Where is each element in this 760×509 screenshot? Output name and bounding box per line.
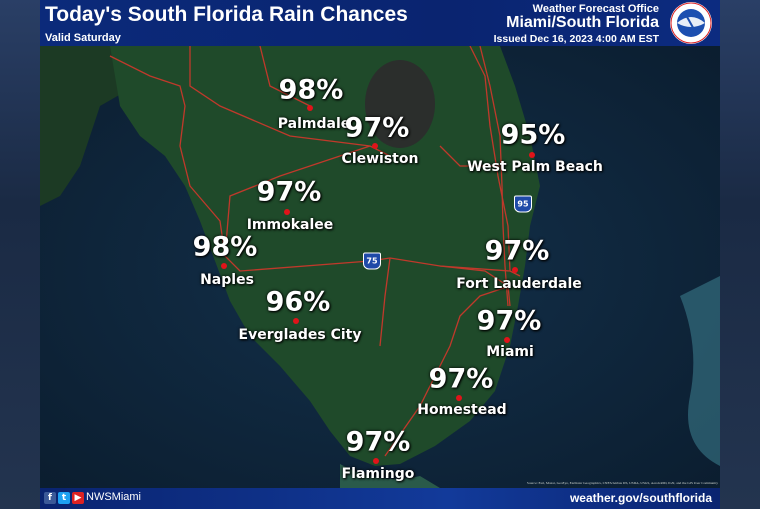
florida-bay — [340, 464, 440, 488]
city-name: Immokalee — [246, 217, 334, 233]
florida-land — [110, 46, 540, 466]
header: Today's South Florida Rain Chances Valid… — [40, 0, 720, 46]
rain-chance: 96% — [265, 286, 331, 318]
city-name: Naples — [200, 272, 254, 288]
rain-chance: 95% — [500, 119, 566, 151]
roads — [109, 46, 521, 457]
facebook-icon[interactable]: f — [44, 492, 56, 504]
city-name: Homestead — [417, 402, 507, 418]
city-name: Fort Lauderdale — [456, 276, 582, 292]
blurred-border-right — [720, 0, 760, 509]
city-dot-icon — [504, 337, 510, 343]
lake-okeechobee — [365, 60, 435, 148]
city-dot-icon — [456, 395, 462, 401]
issued-time: Issued Dec 16, 2023 4:00 AM EST — [493, 33, 659, 45]
map-source-credit: Source: Esri, Maxar, GeoEye, Earthstar G… — [526, 481, 718, 485]
footer: f t ▶ NWSMiami weather.gov/southflorida — [40, 488, 720, 509]
rain-chance: 97% — [476, 305, 542, 337]
rain-chance: 98% — [192, 231, 258, 263]
social-handle[interactable]: NWSMiami — [86, 491, 141, 503]
rain-chance: 97% — [344, 112, 410, 144]
city-dot-icon — [373, 458, 379, 464]
city-name: West Palm Beach — [467, 159, 603, 175]
graphic: 75 95 98% Palmdale 97% Clewiston 95% West Pal… — [40, 0, 720, 509]
rain-chance: 97% — [484, 235, 550, 267]
valid-day: Valid Saturday — [45, 32, 121, 44]
city-name: Everglades City — [238, 327, 362, 343]
city-name: Flamingo — [341, 466, 415, 482]
city-dot-icon — [293, 318, 299, 324]
twitter-icon[interactable]: t — [58, 492, 70, 504]
city-name: Miami — [486, 344, 534, 360]
blurred-border-left — [0, 0, 40, 509]
city-name: Palmdale — [277, 116, 351, 132]
website-link[interactable]: weather.gov/southflorida — [569, 491, 712, 505]
rain-chance: 97% — [428, 363, 494, 395]
rain-chance: 97% — [345, 426, 411, 458]
city-dot-icon — [372, 143, 378, 149]
office-name: Miami/South Florida — [506, 14, 659, 31]
page-title: Today's South Florida Rain Chances — [45, 3, 408, 26]
youtube-icon[interactable]: ▶ — [72, 492, 84, 504]
city-dot-icon — [284, 209, 290, 215]
office-label: Weather Forecast Office — [532, 3, 659, 15]
city-name: Clewiston — [341, 151, 419, 167]
city-dot-icon — [529, 152, 535, 158]
rain-chance: 97% — [256, 176, 322, 208]
rain-chance: 98% — [278, 74, 344, 106]
interstate-75-shield: 75 — [363, 252, 381, 270]
city-dot-icon — [307, 105, 313, 111]
city-dot-icon — [512, 267, 518, 273]
bahamas-shallows — [680, 276, 720, 466]
city-dot-icon — [221, 263, 227, 269]
map — [40, 46, 720, 488]
interstate-95-shield: 95 — [514, 195, 532, 213]
nws-logo-icon — [670, 2, 712, 44]
